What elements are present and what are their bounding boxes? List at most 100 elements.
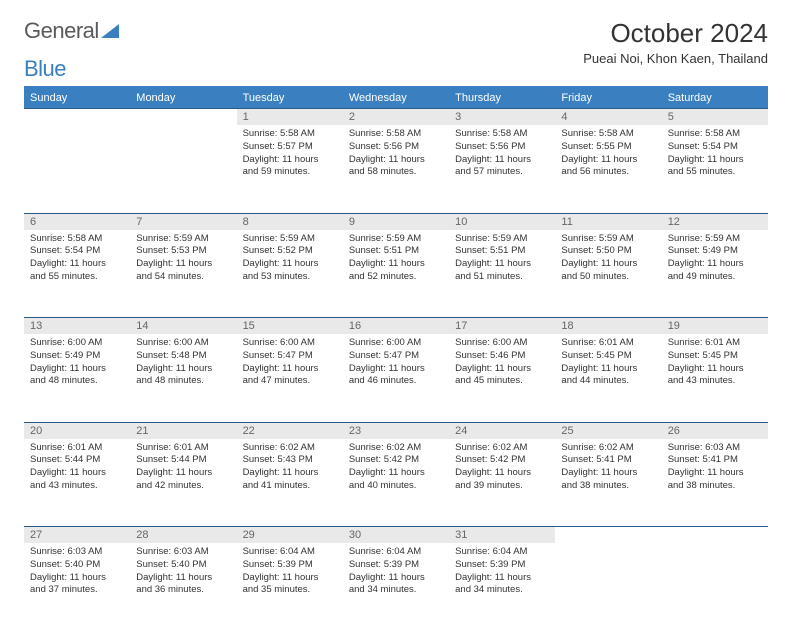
day-content-cell: Sunrise: 6:01 AMSunset: 5:45 PMDaylight:… <box>555 334 661 422</box>
title-block: October 2024 Pueai Noi, Khon Kaen, Thail… <box>583 18 768 66</box>
day-number-cell: 2 <box>343 109 449 126</box>
day-content-cell: Sunrise: 5:59 AMSunset: 5:52 PMDaylight:… <box>237 230 343 318</box>
daylight-text: Daylight: 11 hours and 43 minutes. <box>668 363 762 389</box>
daylight-text: Daylight: 11 hours and 38 minutes. <box>668 467 762 493</box>
day-content-cell <box>555 543 661 631</box>
day-header: Tuesday <box>237 87 343 109</box>
daylight-text: Daylight: 11 hours and 56 minutes. <box>561 154 655 180</box>
day-number-cell: 1 <box>237 109 343 126</box>
day-content-cell: Sunrise: 6:02 AMSunset: 5:43 PMDaylight:… <box>237 439 343 527</box>
day-number: 13 <box>24 318 130 334</box>
sunrise-text: Sunrise: 6:00 AM <box>30 337 124 350</box>
day-number: 7 <box>130 214 236 230</box>
day-content-cell: Sunrise: 6:00 AMSunset: 5:47 PMDaylight:… <box>237 334 343 422</box>
day-number-cell <box>130 109 236 126</box>
day-details: Sunrise: 5:59 AMSunset: 5:50 PMDaylight:… <box>555 230 661 290</box>
sunset-text: Sunset: 5:42 PM <box>349 454 443 467</box>
day-header-row: SundayMondayTuesdayWednesdayThursdayFrid… <box>24 87 768 109</box>
day-number: 28 <box>130 527 236 543</box>
day-number: 15 <box>237 318 343 334</box>
day-number-cell: 7 <box>130 213 236 230</box>
day-number-cell: 14 <box>130 318 236 335</box>
day-content-cell: Sunrise: 5:59 AMSunset: 5:49 PMDaylight:… <box>662 230 768 318</box>
day-content-cell: Sunrise: 5:59 AMSunset: 5:51 PMDaylight:… <box>343 230 449 318</box>
sunset-text: Sunset: 5:52 PM <box>243 245 337 258</box>
day-content-cell <box>662 543 768 631</box>
sunset-text: Sunset: 5:50 PM <box>561 245 655 258</box>
day-details: Sunrise: 5:59 AMSunset: 5:53 PMDaylight:… <box>130 230 236 290</box>
sunset-text: Sunset: 5:48 PM <box>136 350 230 363</box>
day-details: Sunrise: 5:59 AMSunset: 5:51 PMDaylight:… <box>343 230 449 290</box>
sunrise-text: Sunrise: 5:58 AM <box>30 233 124 246</box>
day-number: 2 <box>343 109 449 125</box>
sunset-text: Sunset: 5:42 PM <box>455 454 549 467</box>
day-content-cell: Sunrise: 6:02 AMSunset: 5:42 PMDaylight:… <box>343 439 449 527</box>
day-number-cell: 4 <box>555 109 661 126</box>
day-content-cell <box>130 125 236 213</box>
sunrise-text: Sunrise: 6:00 AM <box>136 337 230 350</box>
daylight-text: Daylight: 11 hours and 40 minutes. <box>349 467 443 493</box>
sunrise-text: Sunrise: 6:04 AM <box>349 546 443 559</box>
sunset-text: Sunset: 5:51 PM <box>455 245 549 258</box>
day-content-cell: Sunrise: 5:58 AMSunset: 5:57 PMDaylight:… <box>237 125 343 213</box>
day-content-cell: Sunrise: 6:00 AMSunset: 5:47 PMDaylight:… <box>343 334 449 422</box>
month-title: October 2024 <box>583 18 768 49</box>
sunset-text: Sunset: 5:44 PM <box>30 454 124 467</box>
sunset-text: Sunset: 5:51 PM <box>349 245 443 258</box>
sunrise-text: Sunrise: 5:58 AM <box>243 128 337 141</box>
day-number-cell: 19 <box>662 318 768 335</box>
daylight-text: Daylight: 11 hours and 47 minutes. <box>243 363 337 389</box>
day-number-cell: 23 <box>343 422 449 439</box>
day-number-cell: 12 <box>662 213 768 230</box>
day-number-cell: 25 <box>555 422 661 439</box>
day-number-cell <box>555 527 661 544</box>
daylight-text: Daylight: 11 hours and 51 minutes. <box>455 258 549 284</box>
daylight-text: Daylight: 11 hours and 50 minutes. <box>561 258 655 284</box>
day-number: 3 <box>449 109 555 125</box>
week-content-row: Sunrise: 5:58 AMSunset: 5:57 PMDaylight:… <box>24 125 768 213</box>
daylight-text: Daylight: 11 hours and 43 minutes. <box>30 467 124 493</box>
week-content-row: Sunrise: 5:58 AMSunset: 5:54 PM Daylight:… <box>24 230 768 318</box>
day-content-cell: Sunrise: 5:58 AMSunset: 5:54 PMDaylight:… <box>662 125 768 213</box>
sunset-text: Sunset: 5:47 PM <box>243 350 337 363</box>
day-details: Sunrise: 6:02 AMSunset: 5:43 PMDaylight:… <box>237 439 343 499</box>
sunrise-text: Sunrise: 6:00 AM <box>455 337 549 350</box>
day-content-cell: Sunrise: 6:04 AMSunset: 5:39 PMDaylight:… <box>237 543 343 631</box>
day-number: 5 <box>662 109 768 125</box>
day-number: 29 <box>237 527 343 543</box>
daylight-text: Daylight: 11 hours and 45 minutes. <box>455 363 549 389</box>
day-number: 23 <box>343 423 449 439</box>
day-header: Sunday <box>24 87 130 109</box>
day-details: Sunrise: 6:04 AMSunset: 5:39 PMDaylight:… <box>237 543 343 603</box>
day-header: Saturday <box>662 87 768 109</box>
week-content-row: Sunrise: 6:03 AMSunset: 5:40 PMDaylight:… <box>24 543 768 631</box>
day-number-cell: 30 <box>343 527 449 544</box>
day-number: 17 <box>449 318 555 334</box>
sunrise-text: Sunrise: 5:59 AM <box>349 233 443 246</box>
day-number: 8 <box>237 214 343 230</box>
calendar-head: SundayMondayTuesdayWednesdayThursdayFrid… <box>24 87 768 109</box>
day-number: 1 <box>237 109 343 125</box>
sunrise-text: Sunrise: 5:58 AM <box>561 128 655 141</box>
sunrise-text: Sunrise: 5:58 AM <box>349 128 443 141</box>
day-number-cell: 9 <box>343 213 449 230</box>
sunset-text: Sunset: 5:54 PM <box>30 245 124 258</box>
day-details: Sunrise: 6:00 AMSunset: 5:47 PMDaylight:… <box>343 334 449 394</box>
week-number-row: 6789101112 <box>24 213 768 230</box>
sunset-text: Sunset: 5:44 PM <box>136 454 230 467</box>
sunset-text: Sunset: 5:43 PM <box>243 454 337 467</box>
day-number: 6 <box>24 214 130 230</box>
day-number <box>555 527 661 543</box>
day-number: 26 <box>662 423 768 439</box>
day-details: Sunrise: 5:58 AMSunset: 5:54 PMDaylight:… <box>662 125 768 185</box>
sunrise-text: Sunrise: 6:01 AM <box>136 442 230 455</box>
daylight-text: Daylight: 11 hours and 34 minutes. <box>455 572 549 598</box>
day-number: 11 <box>555 214 661 230</box>
calendar-page: General October 2024 Pueai Noi, Khon Kae… <box>0 0 792 631</box>
day-details: Sunrise: 6:01 AMSunset: 5:44 PMDaylight:… <box>130 439 236 499</box>
day-number: 14 <box>130 318 236 334</box>
day-number: 31 <box>449 527 555 543</box>
daylight-text: Daylight: 11 hours and 39 minutes. <box>455 467 549 493</box>
day-content-cell: Sunrise: 6:00 AMSunset: 5:48 PMDaylight:… <box>130 334 236 422</box>
daylight-text: Daylight: 11 hours and 59 minutes. <box>243 154 337 180</box>
